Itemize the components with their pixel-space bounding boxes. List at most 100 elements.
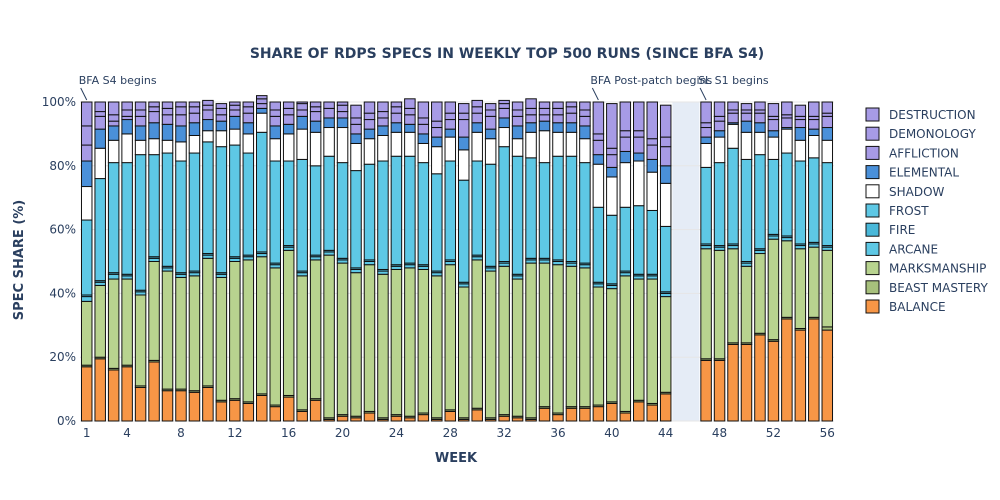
bar-segment-shadow [417, 142, 430, 164]
bar-segment-elemental [417, 133, 430, 144]
bar-segment-balance [202, 387, 214, 422]
bar-segment-elemental [363, 128, 376, 140]
bar-segment-shadow [309, 131, 322, 167]
bar-segment-affliction [579, 115, 591, 127]
bar-segment-frost [444, 160, 457, 261]
legend-label: DEMONOLOGY [889, 127, 976, 141]
bar-segment-frost [781, 152, 793, 237]
bar-segment-frost [269, 160, 281, 264]
legend[interactable]: DESTRUCTION DEMONOLOGY AFFLICTION ELEMENTAL… [865, 107, 988, 314]
legend-item-balance[interactable]: BALANCE [865, 299, 946, 314]
bar-segment-elemental [296, 115, 308, 130]
bar-segment-demonology [229, 104, 241, 111]
bar-segment-marksmanship [633, 278, 645, 401]
bar-segment-shadow [256, 112, 268, 133]
bar-segment-balance [417, 414, 430, 422]
bar-segment-elemental [552, 122, 564, 133]
bar-segment-destruction [619, 101, 632, 132]
legend-item-beast-mastery[interactable]: BEAST MASTERY [865, 280, 988, 295]
bar-segment-elemental [659, 165, 672, 184]
bar-segment-marksmanship [148, 261, 160, 361]
bar-segment-balance [606, 402, 618, 422]
bar-segment-destruction [767, 103, 780, 117]
bar-segment-elemental [754, 122, 766, 133]
bar-segment-marksmanship [390, 268, 403, 416]
bar-segment-marksmanship [202, 257, 214, 387]
bar-segment-demonology [350, 117, 362, 125]
bar-segment-shadow [511, 138, 524, 157]
bar-segment-shadow [538, 130, 551, 164]
bar-segment-demonology [713, 115, 726, 122]
bar-segment-balance [148, 361, 160, 422]
bar-segment-marksmanship [498, 265, 510, 416]
bar-segment-affliction [336, 111, 349, 119]
bar-segment-marksmanship [471, 259, 483, 409]
bar-segment-marksmanship [754, 253, 766, 334]
bar-segment-marksmanship [565, 265, 578, 408]
bar-segment-elemental [202, 119, 214, 132]
bar-segment-shadow [444, 136, 457, 162]
bar-segment-affliction [538, 114, 551, 122]
bar-segment-shadow [781, 128, 793, 154]
bar-segment-shadow [148, 138, 160, 156]
bar-segment-elemental [767, 130, 780, 138]
bar-segment-demonology [107, 114, 120, 122]
bar-segment-arcane [107, 273, 120, 280]
legend-swatch [865, 184, 880, 199]
legend-item-destruction[interactable]: DESTRUCTION [865, 107, 976, 122]
bar-segment-destruction [781, 101, 793, 116]
bar-segment-frost [417, 162, 430, 266]
legend-item-demonology[interactable]: DEMONOLOGY [865, 126, 976, 141]
bar-segment-marksmanship [94, 284, 106, 358]
bar-segment-elemental [619, 150, 632, 164]
bar-segment-demonology [336, 104, 349, 113]
bar-segment-frost [565, 155, 578, 262]
bar-segment-affliction [552, 114, 564, 124]
bar-segment-shadow [350, 142, 362, 172]
bar-segment-balance [821, 329, 834, 422]
bar-segment-marksmanship [659, 296, 672, 393]
x-tick-label: 12 [227, 426, 242, 440]
y-tick-label: 40% [49, 286, 76, 300]
bar-segment-balance [727, 343, 739, 422]
bar-segment-demonology [296, 103, 308, 111]
bar-segment-destruction [552, 101, 564, 109]
legend-swatch [865, 145, 880, 160]
bar-segment-affliction [646, 144, 658, 160]
bar-segment-affliction [727, 112, 739, 124]
bar-segment-demonology [659, 136, 672, 148]
legend-item-elemental[interactable]: ELEMENTAL [865, 165, 959, 180]
bar-segment-frost [700, 166, 712, 245]
bar-segment-affliction [161, 114, 174, 125]
bar-segment-frost [229, 144, 241, 258]
bar-segment-affliction [390, 112, 403, 124]
bar-segment-marksmanship [175, 276, 187, 390]
bar-segment-destruction [242, 101, 255, 108]
legend-item-shadow[interactable]: SHADOW [865, 184, 945, 199]
bar-segment-demonology [363, 112, 376, 121]
legend-item-frost[interactable]: FROST [865, 203, 929, 218]
bar-segment-affliction [80, 144, 93, 162]
bar-segment-frost [148, 154, 160, 258]
bar-segment-frost [242, 152, 255, 256]
bar-segment-shadow [457, 149, 470, 181]
bar-segment-frost [498, 146, 510, 262]
bar-segment-marksmanship [242, 259, 255, 403]
bar-segment-destruction [161, 101, 174, 109]
bar-segment-affliction [619, 136, 632, 152]
bar-segment-shadow [767, 136, 780, 160]
bar-segment-destruction [538, 101, 551, 109]
bar-segment-demonology [417, 117, 430, 125]
bar-segment-marksmanship [713, 249, 726, 360]
bar-segment-marksmanship [417, 268, 430, 414]
bar-segment-destruction [148, 101, 160, 108]
bar-segment-affliction [767, 119, 780, 132]
bar-segment-demonology [700, 122, 712, 129]
legend-item-arcane[interactable]: ARCANE [865, 241, 938, 256]
bar-segment-affliction [269, 115, 281, 127]
legend-item-affliction[interactable]: AFFLICTION [865, 145, 959, 160]
bar-segment-elemental [350, 133, 362, 144]
legend-item-fire[interactable]: FIRE [865, 222, 915, 237]
legend-item-marksmanship[interactable]: MARKSMANSHIP [865, 261, 986, 276]
